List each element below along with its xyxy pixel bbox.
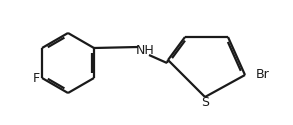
Text: Br: Br [256,68,270,80]
Text: S: S [201,96,209,108]
Text: F: F [33,72,40,86]
Text: NH: NH [136,44,154,57]
